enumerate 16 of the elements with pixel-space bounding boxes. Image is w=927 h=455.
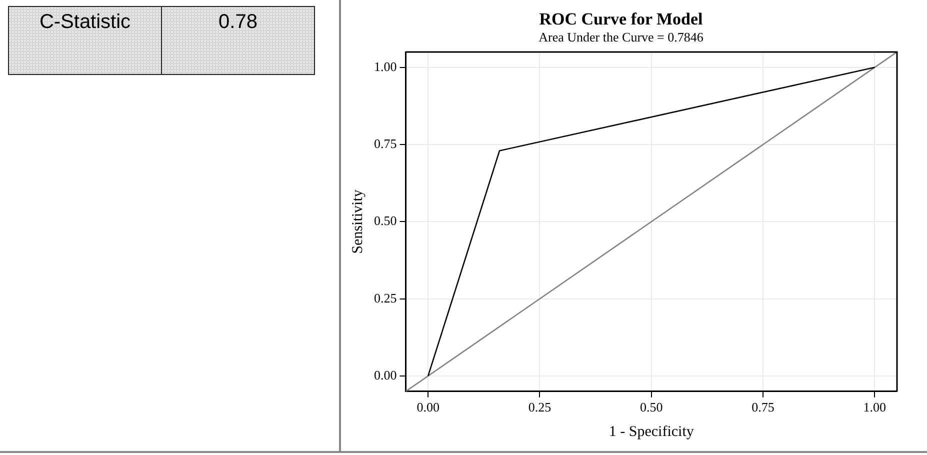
y-axis-title: Sensitivity [350, 189, 366, 254]
y-tick-label: 0.00 [374, 367, 397, 382]
x-tick-label: 0.75 [752, 400, 774, 415]
x-axis-title: 1 - Specificity [608, 424, 694, 440]
x-tick-label: 0.25 [528, 400, 552, 415]
y-tick-label: 0.50 [374, 213, 397, 228]
category-label: C-Statistic [8, 6, 162, 74]
data-label: 0.78 [162, 6, 314, 74]
chart-title: ROC Curve for Model [539, 10, 704, 29]
x-tick-label: 0.50 [640, 400, 663, 415]
y-tick-label: 0.75 [374, 136, 397, 151]
y-tick-label: 1.00 [374, 58, 397, 74]
chart-subtitle: Area Under the Curve = 0.7846 [538, 30, 704, 45]
y-tick-label: 0.25 [374, 290, 397, 306]
x-tick-label: 0.00 [416, 400, 440, 415]
x-tick-label: 1.00 [863, 400, 886, 415]
